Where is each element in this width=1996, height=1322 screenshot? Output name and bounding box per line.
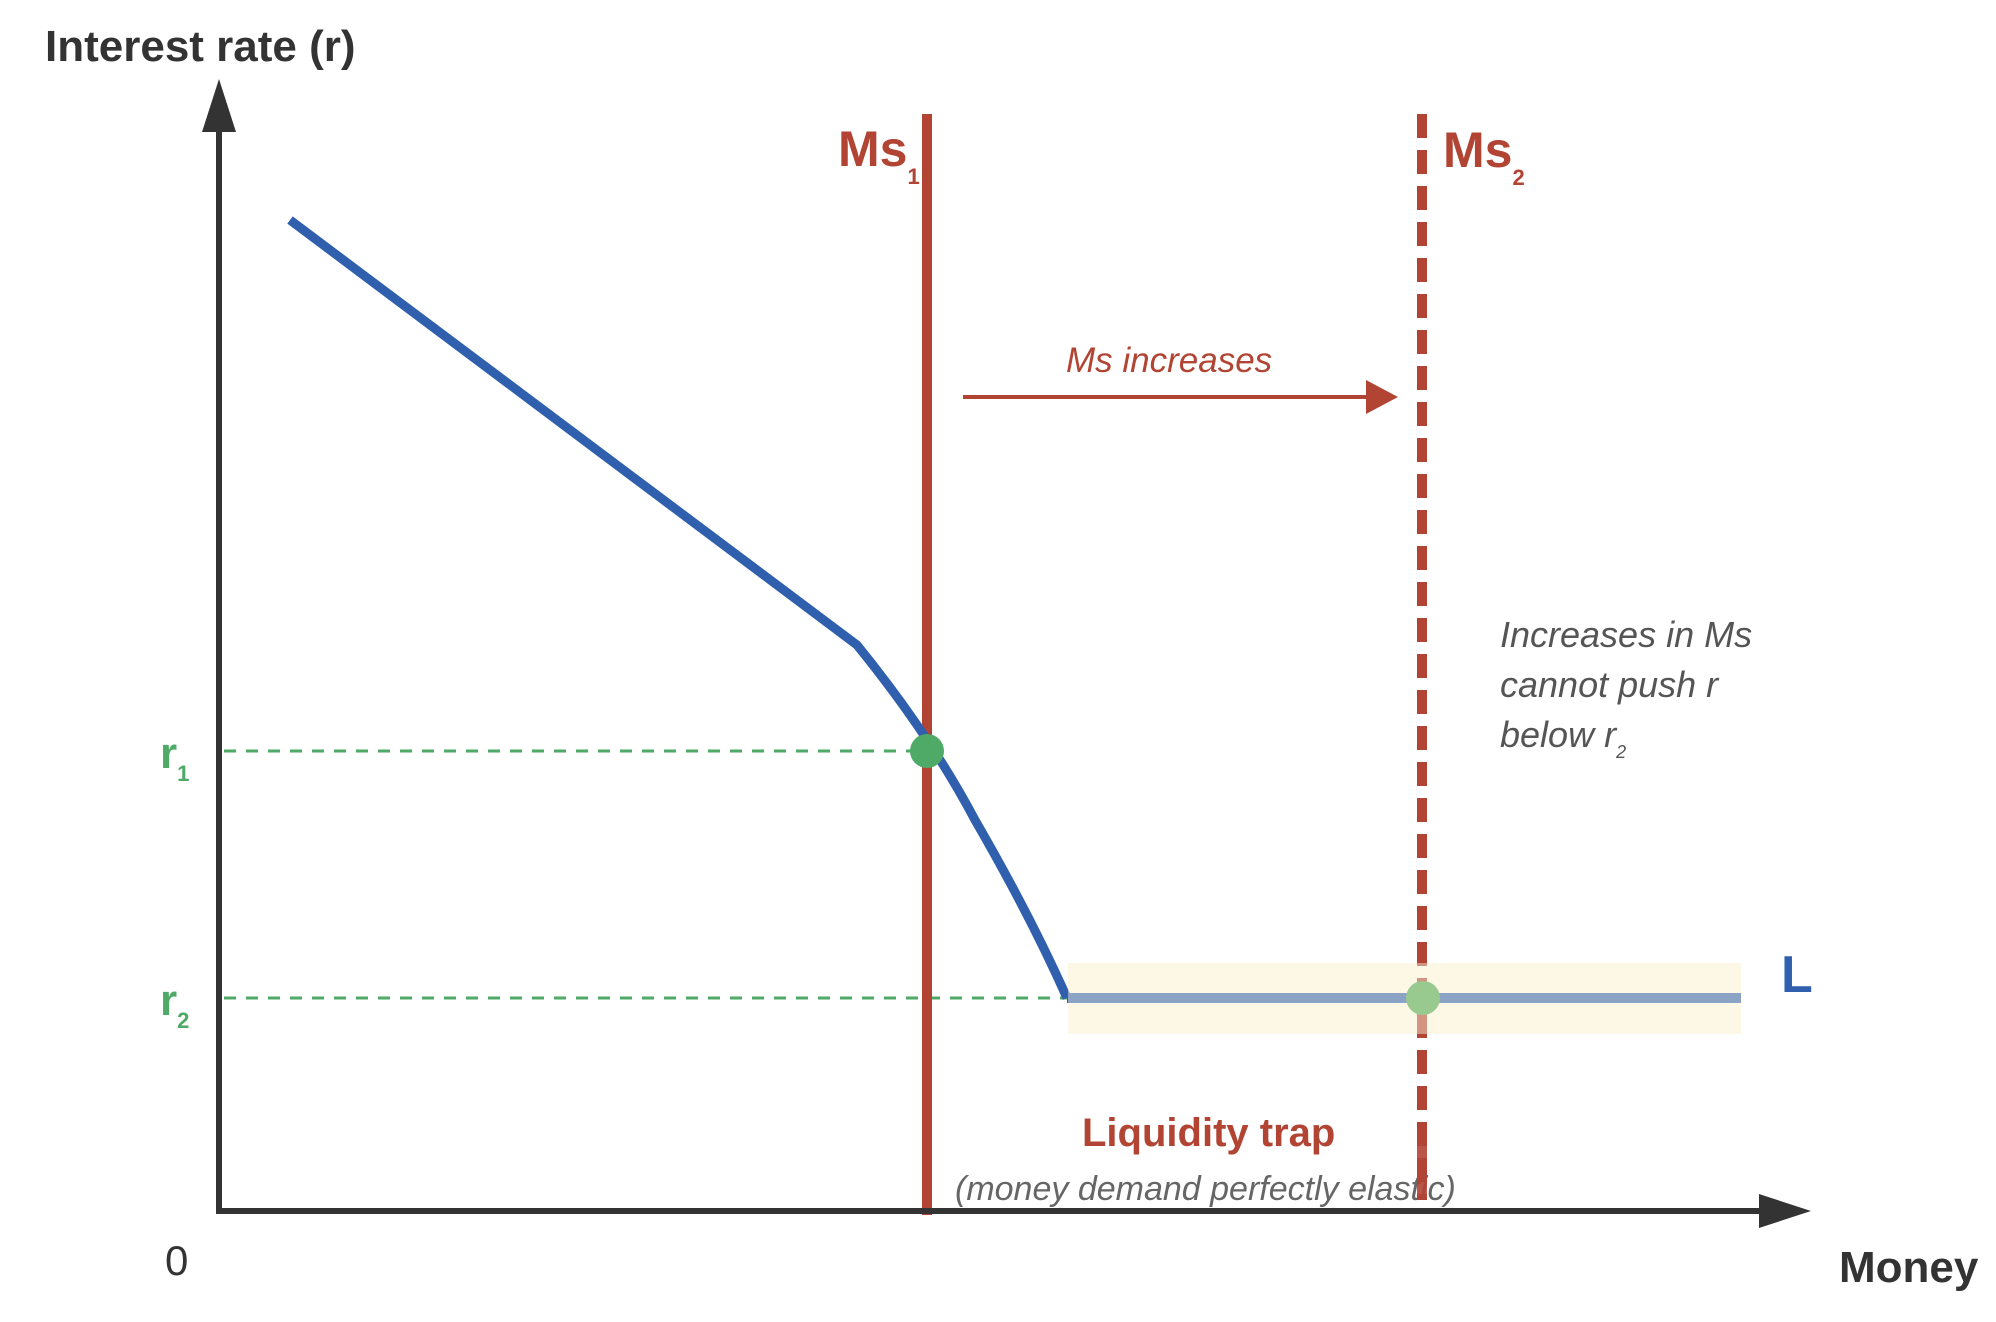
y-axis-label: Interest rate (r) <box>45 22 356 71</box>
ms1-label-main: Ms <box>838 121 907 177</box>
equilibrium-dot-r1 <box>910 734 944 768</box>
y-axis-arrow-icon <box>202 79 236 132</box>
annotation-line-3-main: below r <box>1500 714 1618 755</box>
annotation-line-3-subscript: 2 <box>1615 742 1626 762</box>
r2-label-main: r <box>160 976 177 1025</box>
ms1-label: Ms1 <box>838 121 920 189</box>
money-demand-curve <box>287 216 1072 1000</box>
shift-arrow-label: Ms increases <box>1066 341 1272 380</box>
r2-label-subscript: 2 <box>177 1008 189 1033</box>
annotation-line-1: Increases in Ms <box>1500 614 1752 655</box>
liquidity-trap-title: Liquidity trap <box>1082 1111 1335 1155</box>
liquidity-trap-subtitle: (money demand perfectly elastic) <box>955 1170 1456 1208</box>
shift-arrow-head <box>1366 380 1398 414</box>
r1-label-main: r <box>160 729 177 778</box>
r1-label-subscript: 1 <box>177 761 189 786</box>
x-axis-arrow-icon <box>1759 1194 1811 1228</box>
annotation-line-3: below r2 <box>1500 714 1626 762</box>
origin-label: 0 <box>165 1237 188 1284</box>
r1-label: r1 <box>160 729 189 786</box>
r2-label: r2 <box>160 976 189 1033</box>
ms2-label-subscript: 2 <box>1512 165 1524 190</box>
x-axis-label: Money <box>1839 1243 1979 1292</box>
ms2-label: Ms2 <box>1443 122 1525 190</box>
demand-curve-label: L <box>1781 946 1813 1004</box>
liquidity-trap-overlay <box>1068 963 1741 1034</box>
ms2-label-main: Ms <box>1443 122 1512 178</box>
ms1-label-subscript: 1 <box>907 164 919 189</box>
equilibrium-dot-r2 <box>1406 981 1440 1015</box>
annotation-line-2: cannot push r <box>1500 664 1720 705</box>
